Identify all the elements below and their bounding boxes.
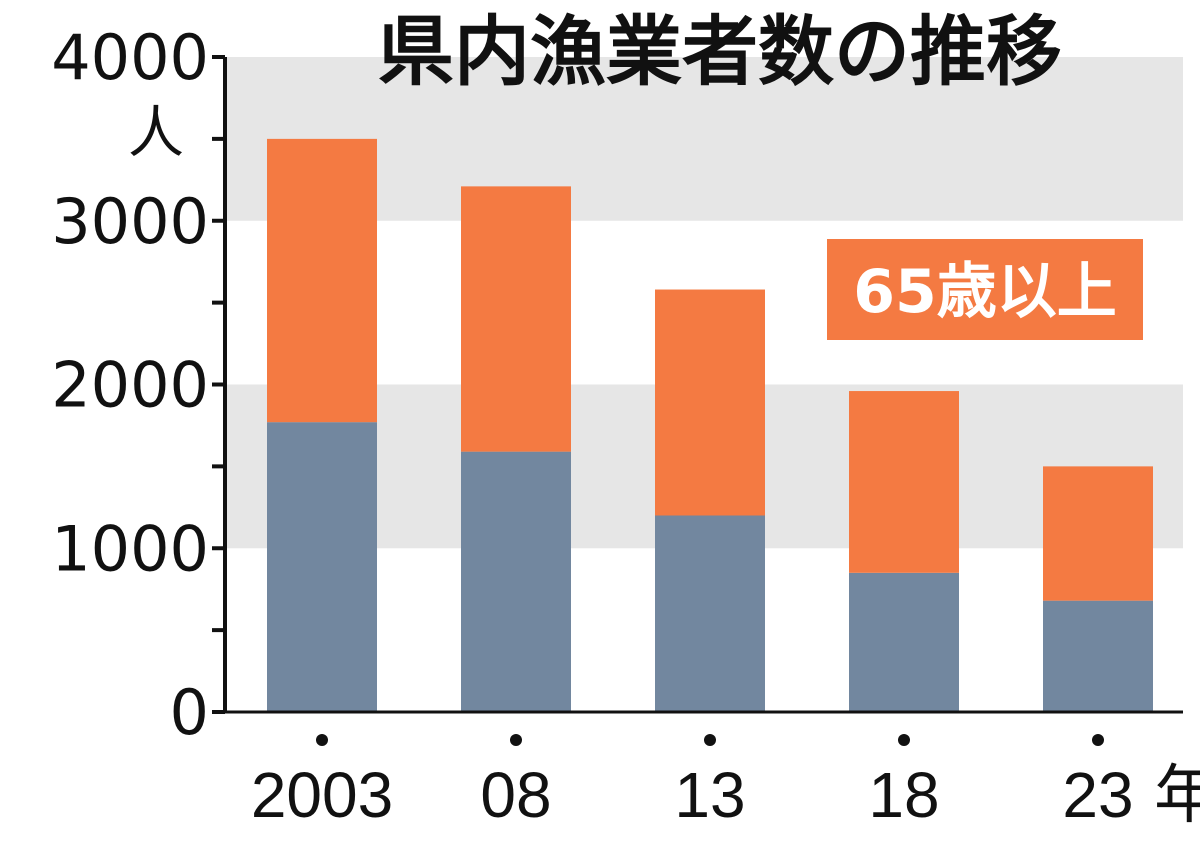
grid-band-1 [225, 57, 1183, 221]
y-axis-unit: 人 [128, 101, 184, 166]
bar-08-series-0 [461, 451, 571, 712]
y-tick-label-1000: 1000 [51, 512, 209, 585]
x-tick-label-2003: 2003 [251, 759, 393, 831]
y-axis: 0 1000 2000 3000 4000 [51, 21, 1183, 749]
x-tick-label-08: 08 [480, 759, 551, 831]
y-tick-label-0: 0 [170, 676, 209, 749]
x-tick-dot-08 [510, 734, 522, 746]
y-tick-label-3000: 3000 [51, 185, 209, 258]
x-axis-unit: 年 [1154, 759, 1200, 831]
bars-layer [267, 138, 1153, 712]
x-tick-dot-23 [1092, 734, 1104, 746]
bar-13-series-0 [655, 515, 765, 712]
y-tick-label-4000: 4000 [51, 21, 209, 94]
x-tick-dot-2003 [316, 734, 328, 746]
bar-2003-series-0 [267, 422, 377, 712]
bar-23-series-1 [1043, 466, 1153, 601]
x-tick-dot-18 [898, 734, 910, 746]
x-tick-label-23: 23 [1062, 759, 1133, 831]
legend-label: 65歳以上 [853, 257, 1117, 327]
bar-08-series-1 [461, 186, 571, 452]
bar-18-series-0 [849, 572, 959, 712]
bar-2003-series-1 [267, 138, 377, 423]
bar-13-series-1 [655, 289, 765, 516]
legend-swatch [823, 235, 1147, 344]
x-axis-labels: 2003 08 13 18 23 年 [251, 734, 1200, 831]
y-tick-label-2000: 2000 [51, 349, 209, 422]
bar-23-series-0 [1043, 600, 1153, 712]
bar-18-series-1 [849, 391, 959, 573]
chart-title: 県内漁業者数の推移 [378, 7, 1062, 96]
x-tick-dot-13 [704, 734, 716, 746]
x-tick-label-13: 13 [674, 759, 745, 831]
x-tick-label-18: 18 [868, 759, 939, 831]
legend: 65歳以上 [823, 235, 1147, 344]
